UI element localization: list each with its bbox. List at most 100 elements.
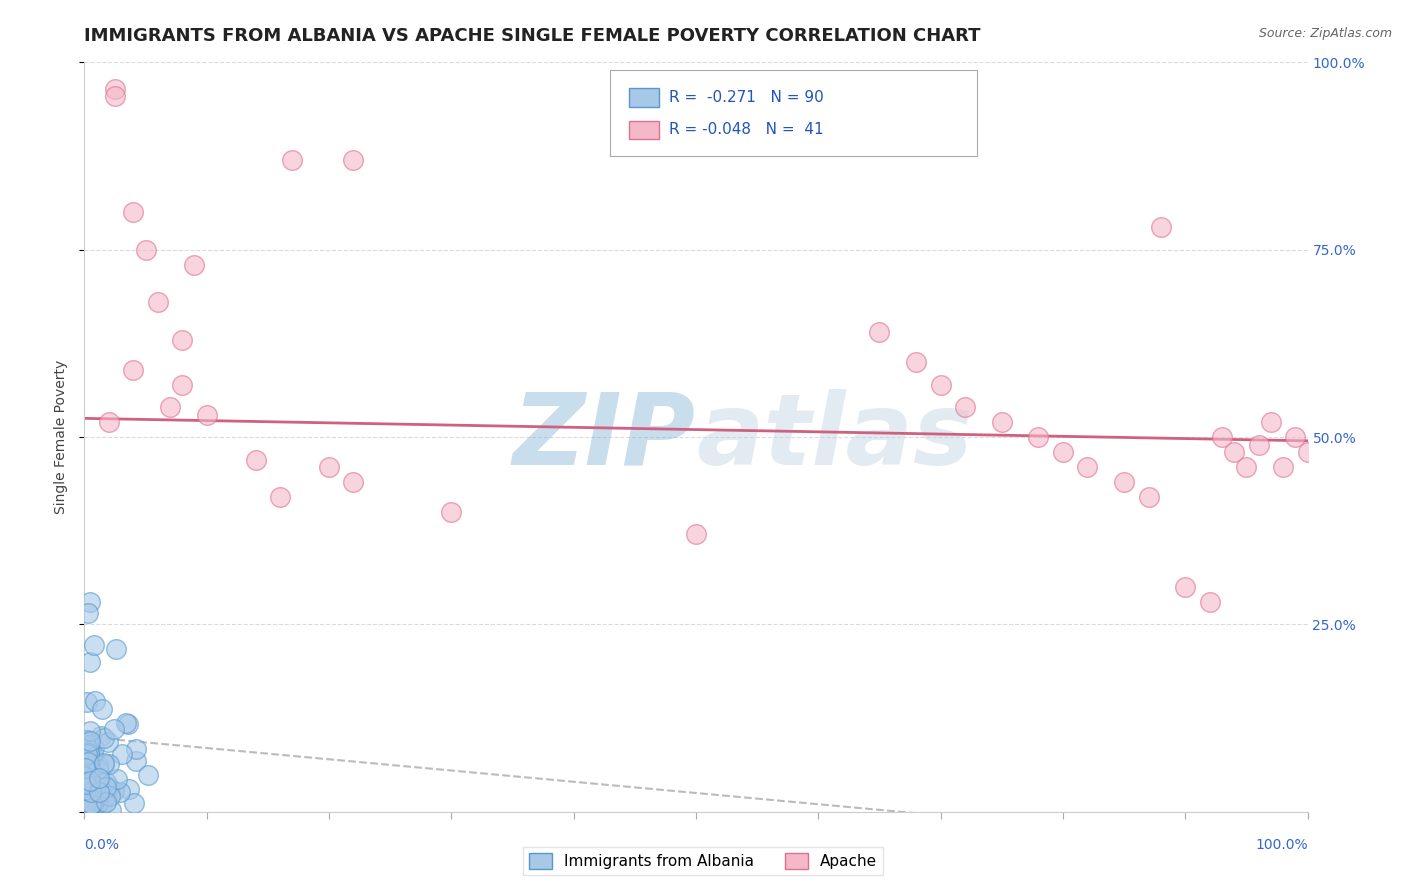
Point	[75, 780, 97, 795]
Point	[136, 768, 159, 782]
Point	[84, 779, 107, 793]
Point	[1247, 437, 1270, 451]
Point	[124, 742, 146, 756]
Point	[84, 694, 107, 708]
Point	[117, 717, 139, 731]
Point	[76, 747, 98, 761]
Point	[87, 777, 110, 791]
Point	[87, 786, 110, 800]
Point	[1198, 595, 1220, 609]
Point	[94, 795, 117, 809]
Point	[1284, 430, 1306, 444]
Point	[79, 802, 101, 816]
Text: 0.0%: 0.0%	[84, 838, 120, 852]
Point	[91, 702, 114, 716]
Point	[73, 733, 96, 747]
Point	[159, 400, 181, 414]
Point	[75, 773, 97, 788]
Point	[1223, 445, 1246, 459]
Point	[1236, 460, 1258, 475]
Point	[245, 452, 267, 467]
Point	[83, 639, 105, 653]
Point	[96, 775, 118, 789]
Point	[75, 789, 97, 804]
Point	[117, 782, 139, 797]
Point	[93, 756, 115, 771]
Point	[97, 415, 120, 429]
Point	[991, 415, 1014, 429]
Point	[98, 756, 121, 771]
Point	[1137, 490, 1160, 504]
Text: atlas: atlas	[696, 389, 973, 485]
Point	[1260, 415, 1282, 429]
Point	[93, 731, 115, 746]
Point	[269, 490, 291, 504]
Point	[97, 735, 120, 749]
Point	[87, 785, 110, 799]
Point	[905, 355, 928, 369]
Point	[84, 789, 107, 803]
Text: IMMIGRANTS FROM ALBANIA VS APACHE SINGLE FEMALE POVERTY CORRELATION CHART: IMMIGRANTS FROM ALBANIA VS APACHE SINGLE…	[84, 27, 981, 45]
Point	[86, 796, 108, 810]
Point	[89, 771, 111, 785]
Text: R = -0.048   N =  41: R = -0.048 N = 41	[669, 122, 824, 137]
Point	[91, 798, 114, 813]
Point	[80, 785, 103, 799]
Point	[79, 744, 101, 758]
Point	[103, 784, 125, 798]
Point	[122, 205, 145, 219]
Point	[76, 732, 98, 747]
Point	[1272, 460, 1295, 475]
Point	[135, 243, 157, 257]
Point	[172, 377, 194, 392]
Point	[87, 763, 110, 777]
Point	[82, 749, 104, 764]
Point	[76, 772, 98, 786]
Point	[104, 81, 127, 95]
Point	[1296, 445, 1319, 459]
Point	[122, 362, 145, 376]
Point	[75, 775, 97, 789]
Point	[76, 755, 98, 769]
Point	[146, 295, 169, 310]
Point	[1211, 430, 1233, 444]
Point	[75, 777, 97, 791]
Point	[94, 780, 117, 795]
Point	[76, 607, 98, 621]
Point	[122, 796, 145, 810]
Point	[1150, 220, 1173, 235]
Point	[929, 377, 952, 392]
Point	[73, 775, 96, 789]
Point	[76, 775, 98, 789]
Point	[79, 724, 101, 739]
FancyBboxPatch shape	[610, 70, 977, 156]
Text: R =  -0.271   N = 90: R = -0.271 N = 90	[669, 90, 824, 105]
Point	[73, 798, 96, 813]
Point	[79, 801, 101, 815]
Legend: Immigrants from Albania, Apache: Immigrants from Albania, Apache	[523, 847, 883, 875]
Point	[103, 722, 125, 736]
Point	[80, 797, 103, 811]
Point	[869, 325, 891, 339]
Point	[281, 153, 304, 167]
Point	[79, 655, 101, 669]
Point	[98, 789, 121, 804]
Point	[80, 797, 103, 811]
Point	[84, 789, 107, 804]
Point	[108, 785, 131, 799]
Point	[100, 803, 122, 817]
Point	[125, 754, 148, 768]
Point	[76, 739, 98, 753]
Bar	[628, 120, 659, 139]
Point	[76, 786, 98, 800]
Point	[953, 400, 976, 414]
Point	[82, 791, 104, 805]
Point	[79, 595, 101, 609]
Point	[76, 786, 98, 800]
Point	[83, 740, 105, 755]
Y-axis label: Single Female Poverty: Single Female Poverty	[53, 360, 67, 514]
Point	[80, 766, 103, 780]
Point	[1174, 580, 1197, 594]
Point	[105, 641, 128, 656]
Text: Source: ZipAtlas.com: Source: ZipAtlas.com	[1258, 27, 1392, 40]
